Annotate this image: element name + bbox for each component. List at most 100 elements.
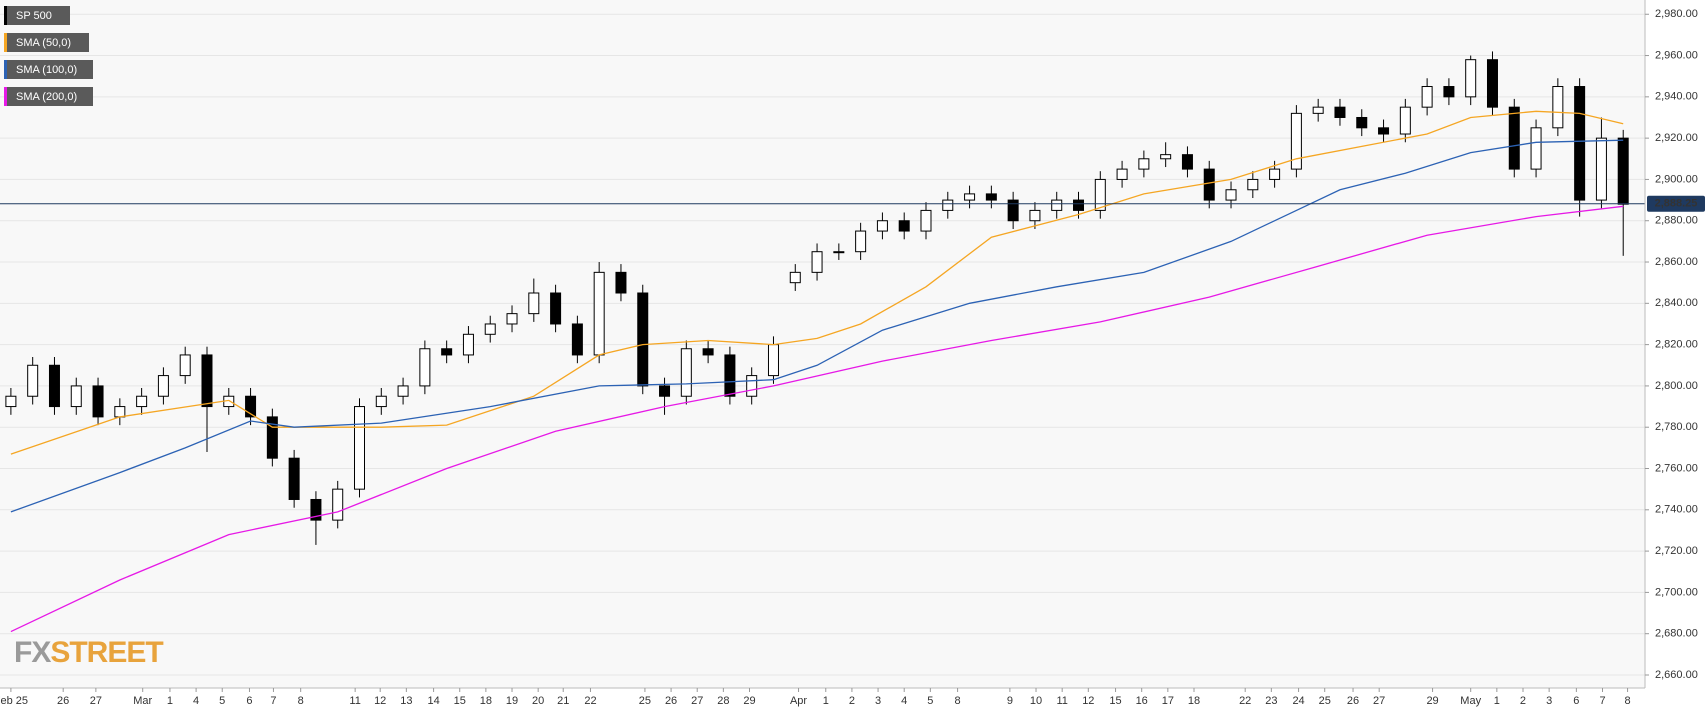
candle-body	[1508, 106, 1520, 170]
candle-body	[1007, 199, 1019, 222]
x-tick-label: 3	[875, 695, 881, 707]
legend: SP 500 SMA (50,0) SMA (100,0) SMA (200,0)	[4, 6, 93, 106]
candle-body	[1203, 168, 1215, 201]
x-tick-label: 29	[1426, 695, 1438, 707]
x-tick-label: 9	[1007, 695, 1013, 707]
x-tick-label: 27	[691, 695, 703, 707]
candle-body	[1247, 178, 1259, 191]
x-tick-label: 22	[1239, 695, 1251, 707]
x-tick-label: 18	[1188, 695, 1200, 707]
x-tick-label: 1	[823, 695, 829, 707]
x-tick-label: 2	[1520, 695, 1526, 707]
candle-body	[1595, 137, 1607, 201]
labels: 2,660.00 2,680.00 2,700.00 2,720.00 2,740.00…	[0, 8, 1705, 707]
legend-swatch	[4, 60, 7, 79]
candle-body	[1269, 168, 1281, 180]
y-tick-label: 2,960.00	[1655, 49, 1698, 61]
candle-body	[70, 385, 82, 408]
x-tick-label: 26	[665, 695, 677, 707]
candle-body	[1378, 127, 1390, 135]
x-tick-label: 6	[246, 695, 252, 707]
y-tick-label: 2,800.00	[1655, 380, 1698, 392]
candle-body	[942, 199, 954, 211]
x-tick-label: 1	[167, 695, 173, 707]
candle-body	[1486, 59, 1498, 108]
x-tick-label: 7	[1599, 695, 1605, 707]
candle-body	[528, 292, 540, 315]
x-tick-label: 27	[90, 695, 102, 707]
candle-body	[1552, 86, 1564, 129]
candle-body	[680, 348, 692, 397]
candle-body	[1073, 199, 1085, 211]
x-tick-label: 14	[427, 695, 439, 707]
x-tick-label: 20	[532, 695, 544, 707]
candle-body	[114, 406, 126, 418]
x-tick-label: 22	[584, 695, 596, 707]
candle-body	[1465, 59, 1477, 98]
candle-body	[288, 457, 300, 500]
candle-body	[136, 395, 148, 408]
y-tick-label: 2,900.00	[1655, 173, 1698, 185]
x-tick-label: 21	[557, 695, 569, 707]
candle-body	[659, 385, 671, 397]
candle-body	[1138, 158, 1150, 170]
x-tick-label: 5	[219, 695, 225, 707]
legend-box[interactable]	[4, 60, 93, 79]
candle-body	[920, 209, 932, 232]
candle-body	[1334, 106, 1346, 118]
candle-body	[811, 251, 823, 273]
plot-background	[0, 0, 1645, 688]
x-tick-label: 26	[1347, 695, 1359, 707]
x-tick-label: Feb 25	[0, 695, 28, 707]
x-tick-label: 24	[1292, 695, 1304, 707]
x-tick-label: 13	[400, 695, 412, 707]
candle-body	[1399, 106, 1411, 135]
sma-line	[10, 139, 1624, 513]
x-tick-label: Apr	[790, 695, 807, 707]
x-tick-label: 16	[1136, 695, 1148, 707]
x-tick-label: 8	[1625, 695, 1631, 707]
candle-body	[92, 385, 104, 418]
legend-swatch	[4, 6, 7, 25]
y-tick-label: 2,760.00	[1655, 462, 1698, 474]
candle-body	[1116, 168, 1128, 180]
candle-body	[5, 395, 17, 408]
price-label-box	[1647, 195, 1705, 212]
grid	[0, 13, 1645, 676]
candle-body	[550, 292, 562, 325]
marks	[0, 51, 1645, 633]
y-tick-label: 2,720.00	[1655, 545, 1698, 557]
y-tick-label: 2,920.00	[1655, 132, 1698, 144]
x-tick-label: 27	[1373, 695, 1385, 707]
candle-body	[1574, 86, 1586, 201]
candle-body	[746, 375, 758, 397]
legend-label: SP 500	[16, 10, 52, 22]
x-tick-label: 1	[1494, 695, 1500, 707]
x-tick-label: 11	[349, 695, 360, 707]
candle-body	[201, 354, 213, 408]
candle-body	[1421, 86, 1433, 108]
legend-box[interactable]	[4, 33, 89, 52]
x-tick-label: 23	[1265, 695, 1277, 707]
legend-box[interactable]	[4, 6, 70, 25]
candle-body	[1094, 178, 1106, 211]
candle-body	[789, 271, 801, 284]
x-tick-label: 15	[454, 695, 466, 707]
legend-swatch	[4, 87, 7, 106]
sma-line	[10, 110, 1624, 455]
candle-body	[833, 251, 845, 254]
x-tick-label: 19	[506, 695, 518, 707]
candle-body	[48, 364, 60, 408]
legend-label: SMA (50,0)	[16, 37, 71, 49]
legend-swatch	[4, 33, 7, 52]
watermark-suffix: STREET	[50, 636, 163, 669]
candle-body	[506, 313, 518, 325]
candle-body	[767, 344, 779, 377]
legend-box[interactable]	[4, 87, 93, 106]
candle-body	[1443, 86, 1455, 98]
x-tick-label: 29	[743, 695, 755, 707]
x-tick-label: 7	[270, 695, 276, 707]
x-tick-label: 25	[639, 695, 651, 707]
x-tick-label: 12	[1082, 695, 1094, 707]
candle-body	[157, 375, 169, 397]
